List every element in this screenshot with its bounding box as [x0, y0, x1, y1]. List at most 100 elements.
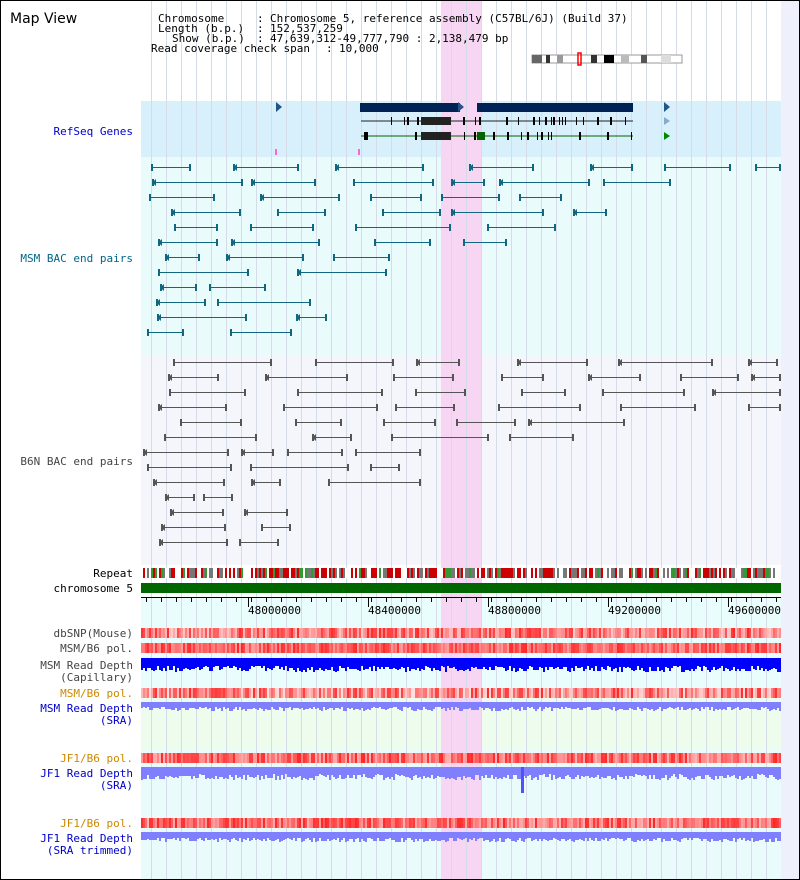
msm-b6-pol2-heat: [469, 688, 471, 698]
track-label-jf1-depth-trimmed[interactable]: JF1 Read Depth: [40, 832, 133, 845]
jf1-depth-trimmed-bar: [457, 832, 459, 838]
msm-b6-pol-heat: [683, 643, 685, 653]
b6n-bac-pair-end: [231, 494, 233, 501]
msm-depth-capillary-bar: [233, 658, 235, 666]
jf1-b6-pol-heat: [173, 753, 175, 763]
msm-b6-pol2-heat: [577, 688, 579, 698]
msm-b6-pol-heat: [175, 643, 177, 653]
dbsnp-heat: [419, 628, 421, 638]
msm-b6-pol2-heat: [515, 688, 517, 698]
track-label-jf1-depth-sra[interactable]: JF1 Read Depth: [40, 767, 133, 780]
msm-depth-capillary-bar: [429, 658, 431, 668]
jf1-b6-pol-heat: [711, 753, 713, 763]
dbsnp-heat: [185, 628, 187, 638]
jf1-b6-pol2-heat: [499, 818, 501, 828]
msm-depth-capillary-bar: [551, 658, 553, 667]
dbsnp-heat: [677, 628, 679, 638]
dbsnp-heat: [327, 628, 329, 638]
jf1-depth-sra-bar: [465, 767, 467, 778]
msm-b6-pol-heat: [361, 643, 363, 653]
msm-b6-pol-heat: [571, 643, 573, 653]
track-label-dbsnp[interactable]: dbSNP(Mouse): [53, 627, 133, 640]
repeat-mark: [299, 568, 301, 578]
msm-b6-pol-heat: [545, 643, 547, 653]
jf1-b6-pol2-heat: [577, 818, 579, 828]
jf1-b6-pol2-heat: [427, 818, 429, 828]
dbsnp-heat: [363, 628, 365, 638]
msm-depth-capillary-bar: [731, 658, 733, 670]
msm-b6-pol2-heat: [251, 688, 253, 698]
msm-b6-pol2-heat: [191, 688, 193, 698]
jf1-b6-pol-heat: [261, 753, 263, 763]
dbsnp-heat: [607, 628, 609, 638]
track-label-jf1-b6-pol-2[interactable]: JF1/B6 pol.: [60, 817, 133, 830]
jf1-b6-pol-heat: [739, 753, 741, 763]
repeat-mark: [483, 568, 485, 578]
msm-depth-sra-bar: [765, 702, 767, 707]
repeat-mark: [503, 568, 505, 578]
dbsnp-heat: [635, 628, 637, 638]
dbsnp-heat: [223, 628, 225, 638]
msm-depth-sra-bar: [471, 702, 473, 710]
b6n-bac-pair-end: [244, 389, 246, 396]
track-label-jf1-b6-pol[interactable]: JF1/B6 pol.: [60, 752, 133, 765]
msm-b6-pol2-heat: [421, 688, 423, 698]
dbsnp-heat: [205, 628, 207, 638]
jf1-depth-trimmed-bar: [411, 832, 413, 840]
track-label-refseq-genes[interactable]: RefSeq Genes: [53, 125, 133, 138]
msm-b6-pol2-heat: [233, 688, 235, 698]
repeat-mark: [487, 568, 489, 578]
jf1-b6-pol2-heat: [703, 818, 705, 828]
msm-depth-sra-bar: [377, 702, 379, 708]
track-label-msm-depth-sra[interactable]: MSM Read Depth: [40, 702, 133, 715]
msm-b6-pol2-heat: [513, 688, 515, 698]
jf1-depth-sra-bar: [221, 767, 223, 777]
track-label-msm-b6-pol[interactable]: MSM/B6 pol.: [60, 642, 133, 655]
repeat-mark: [339, 568, 341, 578]
msm-b6-pol-heat: [533, 643, 535, 653]
jf1-b6-pol-heat: [687, 753, 689, 763]
jf1-b6-pol2-heat: [387, 818, 389, 828]
track-label-msm-depth-capillary[interactable]: MSM Read Depth: [40, 659, 133, 672]
msm-depth-sra-bar: [569, 702, 571, 708]
msm-depth-capillary-bar: [145, 658, 147, 671]
jf1-b6-pol2-heat: [477, 818, 479, 828]
track-label-msm-bac[interactable]: MSM BAC end pairs: [20, 252, 133, 265]
msm-bac-pair-end: [151, 164, 153, 171]
track-label-b6n-bac[interactable]: B6N BAC end pairs: [20, 455, 133, 468]
jf1-b6-pol2-heat: [461, 818, 463, 828]
jf1-depth-sra-bar: [353, 767, 355, 775]
msm-b6-pol-heat: [555, 643, 557, 653]
jf1-b6-pol-heat: [457, 753, 459, 763]
jf1-b6-pol2-heat: [447, 818, 449, 828]
jf1-depth-trimmed-bar: [701, 832, 703, 841]
repeat-mark: [683, 568, 685, 578]
dbsnp-heat: [749, 628, 751, 638]
dbsnp-heat: [727, 628, 729, 638]
msm-depth-sra-bar: [717, 702, 719, 710]
jf1-depth-sra-bar: [581, 767, 583, 776]
jf1-b6-pol2-heat: [329, 818, 331, 828]
track-label-msm-b6-pol-2[interactable]: MSM/B6 pol.: [60, 687, 133, 700]
dbsnp-heat: [167, 628, 169, 638]
jf1-depth-sra-bar: [327, 767, 329, 775]
ruler-label-49600000: 49600000: [728, 604, 781, 617]
jf1-b6-pol2-heat: [443, 818, 445, 828]
track-label-chromosome[interactable]: chromosome 5: [53, 582, 133, 595]
msm-b6-pol-heat: [339, 643, 341, 653]
exon: [391, 117, 392, 125]
track-label-repeat[interactable]: Repeat: [93, 567, 133, 580]
jf1-b6-pol-heat: [449, 753, 451, 763]
jf1-b6-pol-heat: [439, 753, 441, 763]
dbsnp-heat: [435, 628, 437, 638]
msm-bac-pair-end: [420, 194, 422, 201]
jf1-b6-pol-heat: [725, 753, 727, 763]
repeat-mark: [763, 568, 765, 578]
msm-bac-pair-end: [147, 329, 149, 336]
dbsnp-heat: [741, 628, 743, 638]
msm-b6-pol2-heat: [209, 688, 211, 698]
msm-b6-pol-heat: [661, 643, 663, 653]
jf1-b6-pol2-heat: [645, 818, 647, 828]
jf1-b6-pol-heat: [313, 753, 315, 763]
